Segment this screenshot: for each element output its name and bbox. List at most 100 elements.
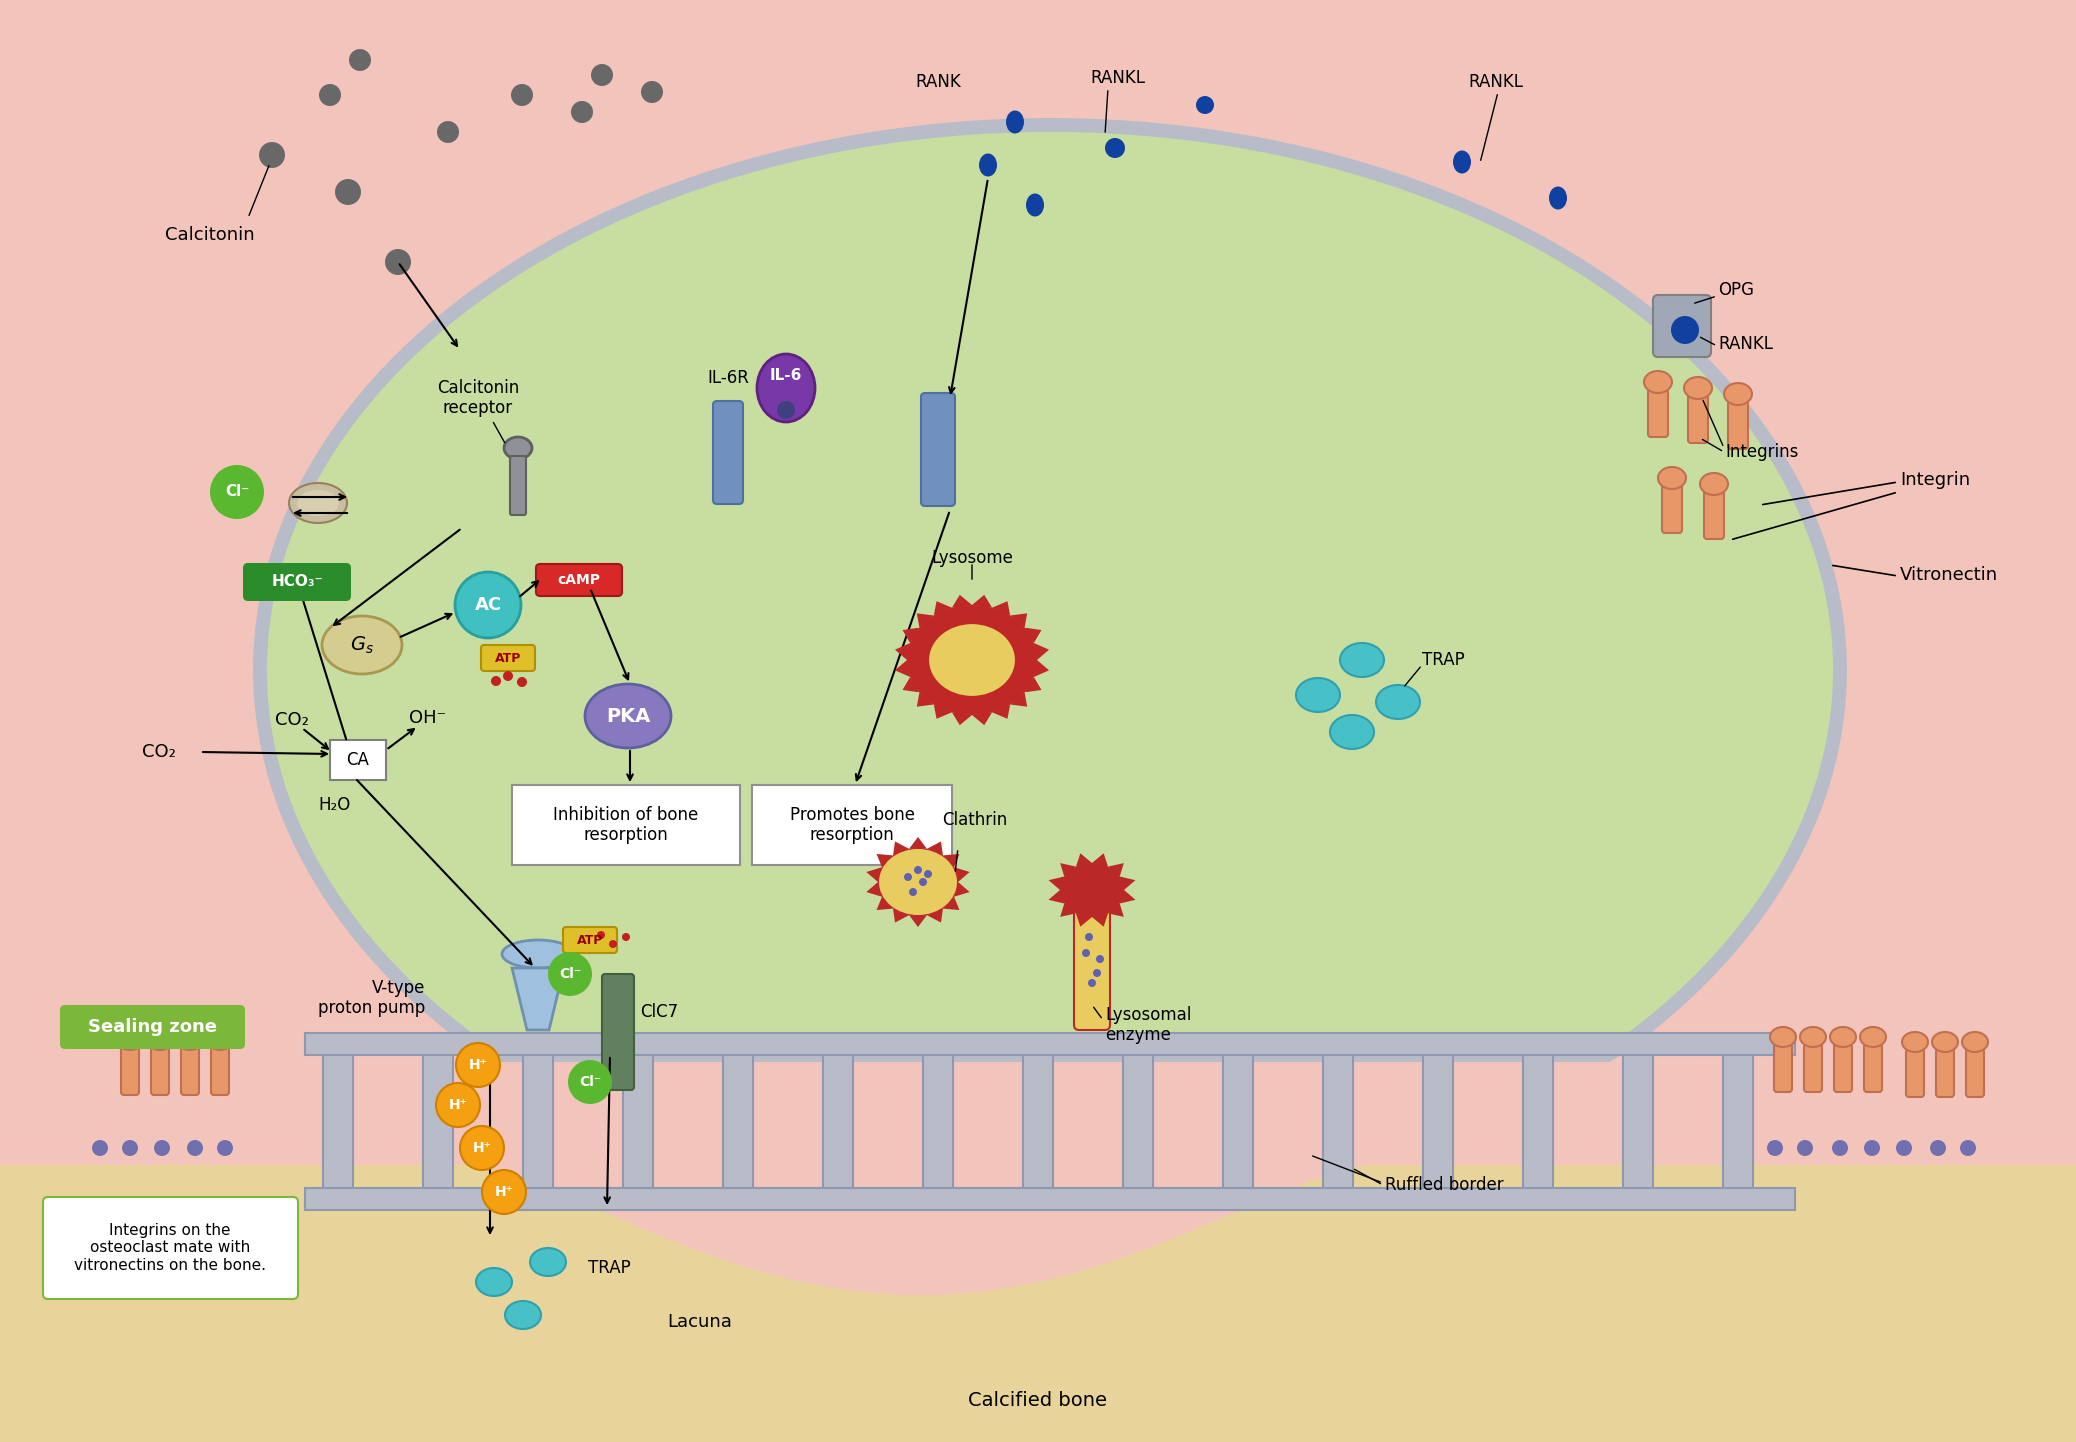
Circle shape (91, 1141, 108, 1156)
Circle shape (438, 121, 459, 143)
FancyBboxPatch shape (563, 927, 617, 953)
FancyBboxPatch shape (1966, 1048, 1985, 1097)
FancyBboxPatch shape (1775, 1044, 1792, 1092)
Text: Integrins: Integrins (1725, 443, 1798, 461)
Text: Cl⁻: Cl⁻ (579, 1074, 602, 1089)
Polygon shape (909, 916, 926, 927)
Polygon shape (0, 1165, 2076, 1442)
Ellipse shape (208, 1030, 233, 1050)
Polygon shape (876, 897, 893, 910)
Polygon shape (926, 842, 943, 855)
Text: Lacuna: Lacuna (668, 1314, 733, 1331)
Ellipse shape (1061, 862, 1123, 917)
FancyBboxPatch shape (1652, 296, 1711, 358)
Text: ATP: ATP (577, 933, 604, 946)
Ellipse shape (1295, 678, 1339, 712)
Polygon shape (1034, 660, 1048, 676)
FancyBboxPatch shape (1704, 490, 1723, 539)
Ellipse shape (585, 684, 671, 748)
FancyBboxPatch shape (324, 1050, 353, 1190)
Polygon shape (893, 842, 909, 855)
FancyBboxPatch shape (1833, 1044, 1852, 1092)
Polygon shape (934, 705, 953, 718)
Circle shape (776, 401, 795, 420)
FancyBboxPatch shape (1073, 895, 1111, 1030)
FancyBboxPatch shape (1023, 1050, 1053, 1190)
FancyBboxPatch shape (305, 1188, 1796, 1210)
Polygon shape (903, 627, 920, 643)
FancyBboxPatch shape (1524, 1050, 1553, 1190)
Text: Inhibition of bone
resorption: Inhibition of bone resorption (554, 806, 700, 845)
Polygon shape (1109, 904, 1123, 917)
Circle shape (218, 1141, 233, 1156)
Polygon shape (1034, 643, 1048, 660)
Polygon shape (895, 643, 909, 660)
Text: OPG: OPG (1719, 281, 1754, 298)
Circle shape (1864, 1141, 1881, 1156)
Ellipse shape (1339, 643, 1385, 676)
Ellipse shape (116, 1030, 143, 1050)
Text: IL-6: IL-6 (770, 368, 801, 382)
Text: Integrin: Integrin (1900, 472, 1970, 489)
Circle shape (1196, 97, 1214, 114)
Text: Cl⁻: Cl⁻ (224, 485, 249, 499)
Text: H⁺: H⁺ (448, 1097, 467, 1112)
Circle shape (384, 249, 411, 275)
Circle shape (1082, 949, 1090, 957)
FancyBboxPatch shape (1648, 389, 1667, 437)
Ellipse shape (1026, 193, 1044, 216)
Ellipse shape (176, 1030, 203, 1050)
FancyBboxPatch shape (60, 1005, 245, 1048)
Circle shape (492, 676, 500, 686)
Circle shape (1831, 1141, 1848, 1156)
Circle shape (913, 867, 922, 874)
Ellipse shape (1800, 1027, 1827, 1047)
Polygon shape (926, 908, 943, 923)
Ellipse shape (1771, 1027, 1796, 1047)
Text: Integrins on the
osteoclast mate with
vitronectins on the bone.: Integrins on the osteoclast mate with vi… (75, 1223, 266, 1273)
Polygon shape (260, 125, 1839, 1056)
Text: CO₂: CO₂ (274, 711, 309, 730)
Ellipse shape (504, 437, 531, 459)
Polygon shape (934, 601, 953, 616)
Text: cAMP: cAMP (558, 572, 600, 587)
Ellipse shape (1933, 1032, 1958, 1053)
Polygon shape (1061, 864, 1075, 877)
Ellipse shape (1331, 715, 1374, 748)
Circle shape (592, 63, 612, 87)
FancyBboxPatch shape (1623, 1050, 1652, 1190)
Polygon shape (1109, 864, 1123, 877)
Text: PKA: PKA (606, 707, 650, 725)
FancyBboxPatch shape (424, 1050, 453, 1190)
Polygon shape (1048, 877, 1065, 890)
FancyBboxPatch shape (1688, 395, 1709, 443)
Text: H⁺: H⁺ (469, 1058, 488, 1071)
Ellipse shape (1831, 1027, 1856, 1047)
Circle shape (569, 1060, 612, 1105)
Polygon shape (972, 594, 992, 607)
Text: ATP: ATP (494, 652, 521, 665)
Ellipse shape (1684, 376, 1713, 399)
Circle shape (1960, 1141, 1976, 1156)
Text: OH⁻: OH⁻ (409, 709, 446, 727)
Text: RANKL: RANKL (1468, 74, 1524, 91)
Polygon shape (992, 705, 1011, 718)
Ellipse shape (1962, 1032, 1989, 1053)
Circle shape (1798, 1141, 1812, 1156)
FancyBboxPatch shape (511, 456, 525, 515)
Text: Calcitonin: Calcitonin (166, 226, 255, 244)
FancyBboxPatch shape (536, 564, 623, 596)
FancyBboxPatch shape (1322, 1050, 1354, 1190)
Ellipse shape (1902, 1032, 1929, 1053)
Text: HCO₃⁻: HCO₃⁻ (272, 574, 322, 590)
Polygon shape (1011, 613, 1028, 627)
Ellipse shape (907, 606, 1038, 715)
Polygon shape (943, 854, 959, 867)
Polygon shape (972, 712, 992, 725)
Polygon shape (1048, 890, 1065, 904)
Circle shape (122, 1141, 137, 1156)
Text: TRAP: TRAP (588, 1259, 631, 1278)
Ellipse shape (1453, 150, 1472, 173)
FancyBboxPatch shape (330, 740, 386, 780)
Polygon shape (918, 692, 934, 707)
